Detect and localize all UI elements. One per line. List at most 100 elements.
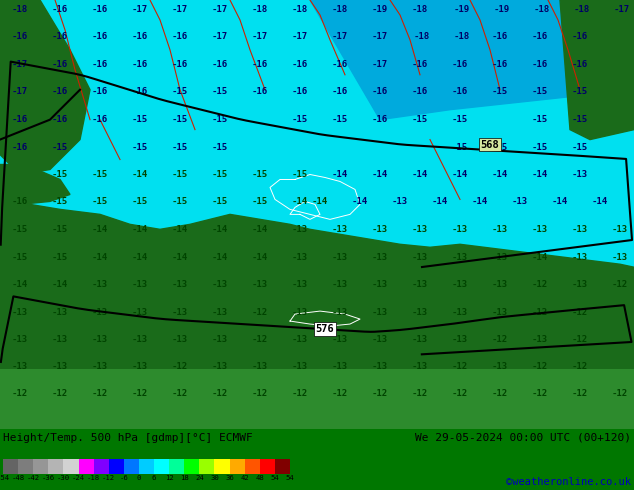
Text: -17: -17 xyxy=(172,5,188,15)
Text: -12: -12 xyxy=(292,390,308,398)
Text: -13: -13 xyxy=(292,308,308,317)
Text: -13: -13 xyxy=(492,363,508,371)
Text: -15: -15 xyxy=(332,115,348,124)
Text: -15: -15 xyxy=(172,197,188,206)
Text: -13: -13 xyxy=(12,335,28,343)
Text: -17: -17 xyxy=(252,32,268,41)
Text: -15: -15 xyxy=(532,143,548,152)
Text: -54: -54 xyxy=(0,475,10,481)
Text: -14: -14 xyxy=(252,225,268,234)
Text: -16: -16 xyxy=(372,87,388,96)
Text: -12: -12 xyxy=(372,390,388,398)
Text: 12: 12 xyxy=(165,475,174,481)
Text: -13: -13 xyxy=(332,253,348,262)
Text: -14: -14 xyxy=(332,170,348,179)
Text: -14: -14 xyxy=(92,225,108,234)
Text: 568: 568 xyxy=(481,140,500,149)
Bar xyxy=(184,460,199,474)
Text: -12: -12 xyxy=(452,363,468,371)
Text: 24: 24 xyxy=(195,475,204,481)
Text: -13: -13 xyxy=(292,225,308,234)
Text: -12: -12 xyxy=(412,390,428,398)
Text: -13: -13 xyxy=(412,253,428,262)
Text: -12: -12 xyxy=(252,390,268,398)
Text: -16: -16 xyxy=(52,60,68,69)
Text: -14: -14 xyxy=(12,280,28,289)
Text: -16: -16 xyxy=(132,32,148,41)
Text: -12: -12 xyxy=(172,390,188,398)
Text: -13: -13 xyxy=(132,280,148,289)
Text: -18: -18 xyxy=(574,5,590,15)
Text: -12: -12 xyxy=(572,390,588,398)
Text: -13: -13 xyxy=(212,335,228,343)
Text: -15: -15 xyxy=(452,143,468,152)
Text: -16: -16 xyxy=(412,60,428,69)
Text: -14: -14 xyxy=(132,253,148,262)
Text: -18: -18 xyxy=(412,5,428,15)
Text: -12: -12 xyxy=(492,335,508,343)
Text: -14: -14 xyxy=(532,170,548,179)
Text: -18: -18 xyxy=(87,475,100,481)
Text: -15: -15 xyxy=(532,115,548,124)
Polygon shape xyxy=(560,0,634,140)
Text: -12: -12 xyxy=(572,308,588,317)
Text: -15: -15 xyxy=(412,115,428,124)
Text: -18: -18 xyxy=(414,32,430,41)
Text: -13: -13 xyxy=(172,280,188,289)
Text: -17: -17 xyxy=(132,5,148,15)
Text: -17: -17 xyxy=(212,5,228,15)
Text: -15: -15 xyxy=(492,87,508,96)
Text: -14: -14 xyxy=(592,197,608,206)
Bar xyxy=(214,460,230,474)
Text: -13: -13 xyxy=(132,363,148,371)
Text: -13: -13 xyxy=(572,225,588,234)
Text: 18: 18 xyxy=(180,475,189,481)
Text: -15: -15 xyxy=(52,170,68,179)
Text: -12: -12 xyxy=(172,363,188,371)
Bar xyxy=(124,460,139,474)
Text: -13: -13 xyxy=(212,280,228,289)
Text: -16: -16 xyxy=(212,60,228,69)
Text: -13: -13 xyxy=(372,363,388,371)
Text: -18: -18 xyxy=(454,32,470,41)
Text: -13: -13 xyxy=(132,335,148,343)
Text: -13: -13 xyxy=(52,335,68,343)
Text: -16: -16 xyxy=(172,60,188,69)
Text: -13: -13 xyxy=(132,308,148,317)
Text: -16: -16 xyxy=(252,87,268,96)
Text: -16: -16 xyxy=(92,32,108,41)
Text: -16: -16 xyxy=(132,87,148,96)
Text: -13: -13 xyxy=(572,280,588,289)
Text: -14: -14 xyxy=(52,280,68,289)
Text: -12: -12 xyxy=(572,363,588,371)
Text: -15: -15 xyxy=(212,143,228,152)
Text: -15: -15 xyxy=(212,170,228,179)
Text: -13: -13 xyxy=(412,225,428,234)
Text: -13: -13 xyxy=(332,363,348,371)
Text: -15: -15 xyxy=(252,170,268,179)
Text: -13: -13 xyxy=(452,308,468,317)
Text: -15: -15 xyxy=(532,87,548,96)
Text: -13: -13 xyxy=(292,253,308,262)
Text: -13: -13 xyxy=(452,253,468,262)
Text: -16: -16 xyxy=(92,5,108,15)
Text: -16: -16 xyxy=(412,87,428,96)
Text: -16: -16 xyxy=(452,87,468,96)
Text: -13: -13 xyxy=(492,308,508,317)
Bar xyxy=(139,460,154,474)
Text: -15: -15 xyxy=(292,115,308,124)
Text: -16: -16 xyxy=(92,60,108,69)
Text: -14: -14 xyxy=(372,170,388,179)
Text: -13: -13 xyxy=(332,308,348,317)
Text: -36: -36 xyxy=(42,475,55,481)
Text: -15: -15 xyxy=(52,197,68,206)
Text: -12: -12 xyxy=(12,390,28,398)
Text: -12: -12 xyxy=(612,280,628,289)
Text: -16: -16 xyxy=(132,60,148,69)
Text: 54: 54 xyxy=(271,475,279,481)
Text: -17: -17 xyxy=(212,32,228,41)
Text: -17: -17 xyxy=(614,5,630,15)
Text: -15: -15 xyxy=(12,253,28,262)
Text: -13: -13 xyxy=(52,363,68,371)
Text: -16: -16 xyxy=(492,60,508,69)
